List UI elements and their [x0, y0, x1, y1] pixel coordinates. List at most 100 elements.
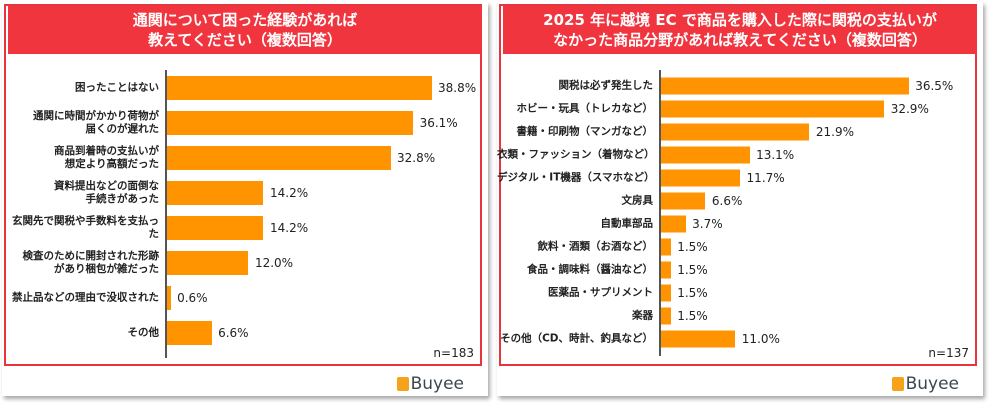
chart-frame — [4, 4, 482, 366]
category-label-line: 衣類・ファッション（着物など） — [497, 148, 655, 161]
category-label-line: があり梱包が雑だった — [54, 263, 159, 275]
value-label: 36.5% — [915, 79, 954, 93]
bar — [660, 77, 909, 95]
buyee-logo: Buyee — [891, 374, 959, 394]
category-label-line: 資料提出などの面倒な — [54, 180, 159, 192]
category-label-line: 関税は必ず発生した — [558, 79, 654, 92]
category-label: 禁止品などの理由で没収された — [12, 292, 159, 305]
bar — [660, 261, 671, 279]
value-label: 1.5% — [677, 263, 708, 277]
category-label-line: 楽器 — [632, 309, 653, 322]
buyee-logo-text: Buyee — [410, 374, 464, 394]
category-label-line: その他 — [127, 326, 160, 339]
value-label: 14.2% — [269, 186, 309, 200]
category-label: 衣類・ファッション（着物など） — [497, 148, 655, 162]
value-label: 1.5% — [677, 286, 708, 300]
category-label: 食品・調味料（醤油など） — [527, 264, 653, 277]
value-label: 11.7% — [746, 171, 785, 185]
bar — [166, 321, 212, 345]
value-label: 0.6% — [177, 291, 208, 305]
category-label: 書籍・印刷物（マンガなど） — [517, 126, 654, 139]
y-axis-line — [165, 70, 167, 358]
value-label: 32.9% — [890, 102, 929, 116]
category-label: その他 — [128, 327, 160, 340]
chart-title-line: 通関について困った経験があれば — [132, 11, 358, 29]
bar — [660, 192, 706, 210]
category-label: 商品到着時の支払いが 想定より高額だった — [54, 145, 159, 171]
category-label: 検査のために開封された形跡 があり梱包が雑だった — [23, 250, 160, 276]
category-label: 飲料・酒類（お酒など） — [538, 241, 654, 254]
category-label-line: デジタル・IT機器（スマホなど） — [497, 171, 655, 184]
bar — [166, 76, 432, 100]
value-label: 1.5% — [677, 240, 708, 254]
bar — [166, 286, 171, 310]
value-label: 12.0% — [254, 256, 294, 270]
buyee-logo-text: Buyee — [905, 374, 959, 394]
bar — [660, 330, 736, 348]
category-label: ホビー・玩具（トレカなど） — [517, 103, 654, 116]
chart-panel-duty-free-categories: 2025 年に越境 EC で商品を購入した際に関税の支払いが なかった商品分野があ… — [497, 2, 983, 396]
category-label: 医薬品・サプリメント — [548, 287, 653, 300]
bar — [660, 307, 671, 325]
category-label-line: 文房具 — [621, 194, 654, 207]
bar — [660, 238, 671, 256]
bar — [166, 111, 414, 135]
value-label: 32.8% — [397, 151, 436, 165]
category-label-line: 医薬品・サプリメント — [548, 286, 653, 299]
value-label: 38.8% — [438, 81, 477, 95]
category-label-line: 玄関先で関税や手数料を支払った — [12, 215, 159, 240]
bar — [166, 181, 264, 205]
chart-title-line: 教えてください（複数回答） — [148, 31, 342, 49]
bar — [660, 100, 885, 118]
category-label-line: 飲料・酒類（お酒など） — [537, 240, 654, 253]
category-label-line: 手続きがあった — [85, 193, 160, 205]
chart-title-line: 2025 年に越境 EC で商品を購入した際に関税の支払いが — [543, 11, 937, 29]
category-label-line: 商品到着時の支払いが — [54, 145, 159, 157]
chart-title: 2025 年に越境 EC で商品を購入した際に関税の支払いが なかった商品分野があ… — [503, 6, 977, 54]
category-label: 玄関先で関税や手数料を支払った — [2, 215, 159, 241]
y-axis-line — [659, 70, 661, 356]
bar — [660, 146, 750, 164]
chart-panel-customs-troubles: 通関について困った経験があれば 教えてください（複数回答） 困ったことはない 38.8… — [2, 2, 488, 396]
category-label: 楽器 — [632, 310, 653, 323]
category-label: 自動車部品 — [601, 218, 654, 231]
bar — [166, 216, 264, 240]
value-label: 6.6% — [711, 194, 743, 208]
chart-title: 通関について困った経験があれば 教えてください（複数回答） — [8, 6, 482, 54]
value-label: 6.6% — [218, 326, 249, 340]
chart-title-line: なかった商品分野があれば教えてください（複数回答） — [553, 31, 927, 49]
bar — [660, 284, 671, 302]
category-label-line: 通関に時間がかかり荷物が — [33, 110, 159, 122]
sample-size-label: n=137 — [928, 346, 969, 360]
category-label-line: 届くのが遅れた — [85, 123, 160, 135]
value-label: 11.0% — [741, 332, 780, 346]
category-label-line: ホビー・玩具（トレカなど） — [516, 102, 654, 115]
bar — [166, 251, 249, 275]
category-label: その他（CD、時計、釣具など） — [500, 333, 653, 346]
category-label-line: 自動車部品 — [600, 217, 654, 230]
buyee-logo-icon — [396, 377, 409, 391]
category-label: デジタル・IT機器（スマホなど） — [497, 171, 655, 185]
category-label-line: 書籍・印刷物（マンガなど） — [516, 125, 654, 138]
category-label: 通関に時間がかかり荷物が 届くのが遅れた — [33, 110, 159, 136]
category-label: 困ったことはない — [75, 82, 159, 95]
category-label-line: 検査のために開封された形跡 — [22, 250, 160, 262]
category-label: 文房具 — [622, 195, 654, 208]
sample-size-label: n=183 — [433, 346, 474, 360]
category-label-line: 困ったことはない — [75, 81, 159, 94]
value-label: 36.1% — [419, 116, 458, 130]
value-label: 3.7% — [692, 217, 723, 231]
category-label-line: 禁止品などの理由で没収された — [12, 291, 159, 304]
category-label-line: 食品・調味料（醤油など） — [527, 263, 653, 276]
buyee-logo-icon — [891, 377, 904, 391]
chart-frame — [499, 4, 977, 366]
category-label: 関税は必ず発生した — [559, 80, 654, 93]
value-label: 13.1% — [756, 148, 795, 162]
value-label: 1.5% — [677, 309, 708, 323]
bar — [166, 146, 391, 170]
buyee-logo: Buyee — [396, 374, 464, 394]
category-label-line: 想定より高額だった — [64, 158, 159, 170]
category-label-line: その他（CD、時計、釣具など） — [500, 332, 653, 345]
bar — [660, 169, 741, 187]
bar — [660, 123, 810, 141]
